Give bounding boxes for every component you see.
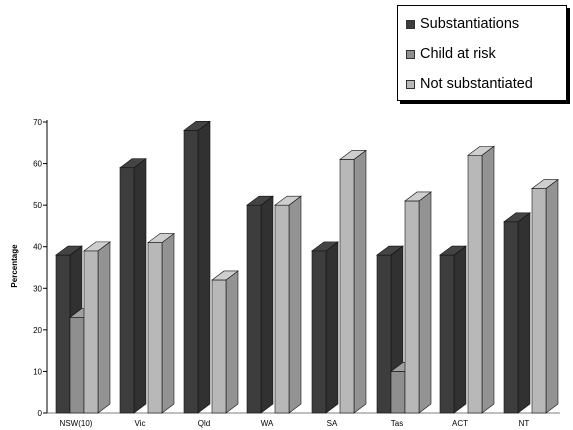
- y-tick-label: 10: [33, 367, 42, 376]
- x-tick-label: Qld: [198, 419, 210, 428]
- bar-substantiations: [439, 245, 467, 414]
- legend-swatch: [406, 79, 415, 89]
- bar-not-substantiated: [274, 195, 302, 414]
- legend-label: Not substantiated: [420, 76, 533, 92]
- x-tick-label: NT: [519, 419, 530, 428]
- y-tick-label: 20: [33, 326, 42, 335]
- y-tick-label: 0: [38, 409, 43, 418]
- bar-substantiations: [246, 195, 274, 414]
- bar-not-substantiated: [467, 145, 495, 414]
- bar-not-substantiated: [211, 270, 239, 414]
- legend-item-child-at-risk: Child at risk: [406, 46, 496, 62]
- legend-label: Substantiations: [420, 16, 520, 32]
- legend-swatch: [406, 19, 415, 29]
- chart-bars: [55, 120, 559, 414]
- legend: Substantiations Child at risk Not substa…: [397, 5, 567, 101]
- bar-not-substantiated: [404, 191, 432, 414]
- x-axis-labels: NSW(10) Vic Qld WA SA Tas ACT NT: [60, 419, 530, 428]
- y-tick-label: 60: [33, 160, 42, 169]
- bar-not-substantiated: [531, 178, 559, 414]
- bar-not-substantiated: [339, 149, 367, 414]
- bar-substantiations: [311, 241, 339, 414]
- y-tick-label: 50: [33, 201, 42, 210]
- y-tick-label: 40: [33, 243, 42, 252]
- x-tick-label: NSW(10): [60, 419, 93, 428]
- y-axis-label: Percentage: [10, 244, 19, 288]
- y-tick-label: 70: [33, 118, 42, 127]
- x-tick-label: WA: [261, 419, 274, 428]
- legend-item-substantiations: Substantiations: [406, 16, 519, 32]
- legend-swatch: [406, 49, 415, 59]
- bar-not-substantiated: [147, 232, 175, 414]
- x-tick-label: ACT: [452, 419, 468, 428]
- x-tick-label: Vic: [135, 419, 146, 428]
- x-tick-label: Tas: [391, 419, 403, 428]
- bar-substantiations: [183, 120, 211, 414]
- x-tick-label: SA: [327, 419, 338, 428]
- legend-item-not-substantiated: Not substantiated: [406, 76, 533, 92]
- bar-substantiations: [503, 212, 531, 414]
- bar-not-substantiated: [83, 241, 111, 414]
- bar-substantiations: [119, 158, 147, 414]
- legend-label: Child at risk: [420, 46, 496, 62]
- y-tick-label: 30: [33, 284, 42, 293]
